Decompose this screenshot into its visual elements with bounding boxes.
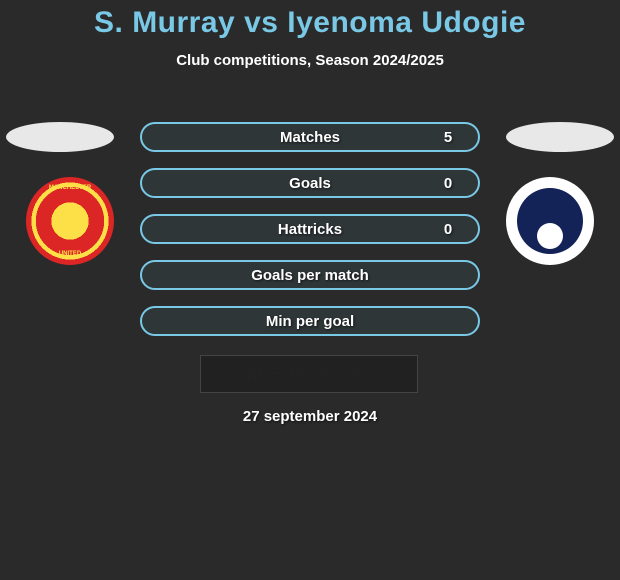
stat-label: Goals (202, 175, 418, 192)
subtitle: Club competitions, Season 2024/2025 (0, 52, 620, 69)
stat-value-right: 0 (418, 221, 478, 238)
stat-row: Min per goal (140, 306, 480, 336)
player-photo-right (506, 122, 614, 152)
stat-label: Hattricks (202, 221, 418, 238)
chart-icon (243, 367, 263, 381)
team-crest-left (26, 177, 114, 265)
watermark: FcTables.com (200, 355, 418, 393)
stat-value-right: 0 (418, 175, 478, 192)
watermark-text: FcTables.com (269, 365, 375, 383)
stats-container: Matches 5 Goals 0 Hattricks 0 Goals per … (140, 122, 480, 352)
stat-label: Min per goal (202, 313, 418, 330)
team-crest-right (506, 177, 594, 265)
stat-row: Hattricks 0 (140, 214, 480, 244)
stat-row: Goals 0 (140, 168, 480, 198)
stat-row: Goals per match (140, 260, 480, 290)
stat-row: Matches 5 (140, 122, 480, 152)
stat-value-right: 5 (418, 129, 478, 146)
player-photo-left (6, 122, 114, 152)
date-label: 27 september 2024 (0, 408, 620, 425)
stat-label: Matches (202, 129, 418, 146)
stat-label: Goals per match (202, 267, 418, 284)
page-title: S. Murray vs Iyenoma Udogie (0, 0, 620, 40)
